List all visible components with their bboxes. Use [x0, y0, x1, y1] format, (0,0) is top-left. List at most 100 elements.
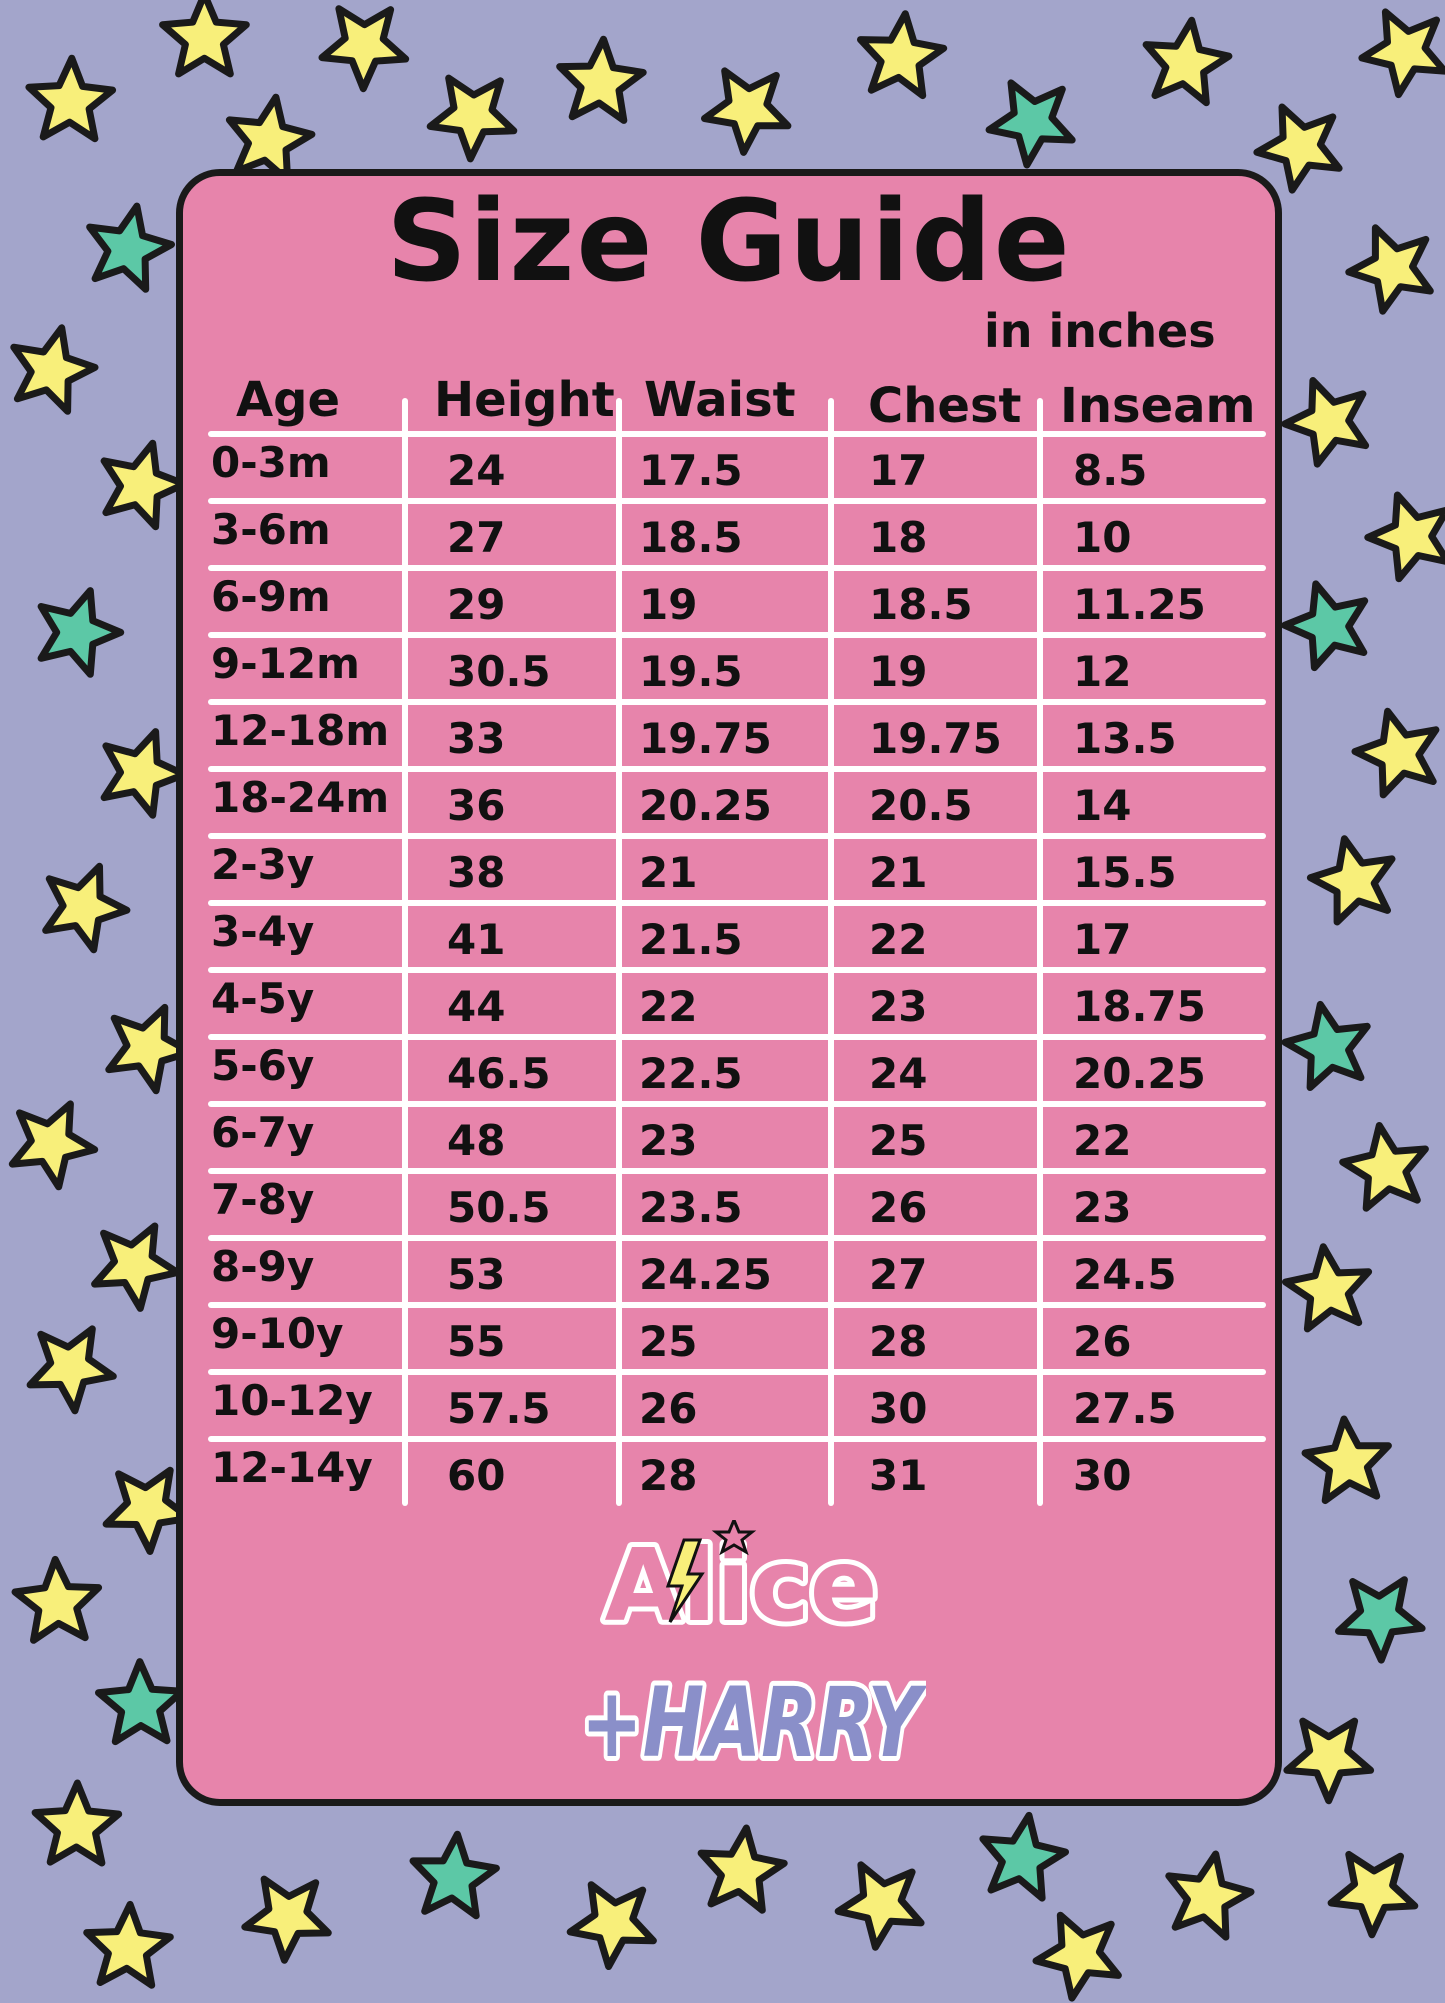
cell-height: 38: [447, 848, 506, 897]
yellow-star-icon: [318, 5, 410, 93]
cell-waist: 19.75: [639, 714, 772, 763]
units-subtitle: in inches: [984, 304, 1216, 358]
yellow-star-icon: [91, 1222, 181, 1312]
yellow-star-icon: [1306, 835, 1396, 926]
cell-waist: 21: [639, 848, 698, 897]
yellow-star-icon: [100, 728, 188, 819]
cell-height: 57.5: [447, 1384, 551, 1433]
row-divider: [208, 833, 1266, 839]
cell-age: 12-14y: [211, 1443, 373, 1492]
yellow-star-icon: [1327, 1850, 1419, 1939]
cell-waist: 18.5: [639, 513, 743, 562]
yellow-star-icon: [8, 1100, 99, 1191]
cell-inseam: 24.5: [1073, 1250, 1177, 1299]
header-inseam: Inseam: [1060, 378, 1256, 434]
header-height: Height: [434, 372, 615, 428]
yellow-star-icon: [11, 1555, 103, 1644]
cell-waist: 26: [639, 1384, 698, 1433]
cell-height: 33: [447, 714, 506, 763]
cell-chest: 19: [869, 647, 928, 696]
cell-inseam: 11.25: [1073, 580, 1206, 629]
cell-chest: 18.5: [869, 580, 973, 629]
yellow-star-icon: [225, 93, 316, 184]
header-age: Age: [236, 372, 341, 428]
cell-inseam: 10: [1073, 513, 1132, 562]
cell-chest: 28: [869, 1317, 928, 1366]
cell-waist: 20.25: [639, 781, 772, 830]
cell-height: 41: [447, 915, 506, 964]
cell-chest: 17: [869, 446, 928, 495]
cell-inseam: 22: [1073, 1116, 1132, 1165]
cell-age: 2-3y: [211, 840, 315, 889]
logo-line-2: +HARRY: [581, 1667, 926, 1770]
page-title: Size Guide: [386, 177, 1072, 307]
row-divider: [208, 632, 1266, 638]
cell-age: 9-12m: [211, 639, 360, 688]
cell-waist: 25: [639, 1317, 698, 1366]
row-divider: [208, 1235, 1266, 1241]
cell-chest: 30: [869, 1384, 928, 1433]
yellow-star-icon: [83, 1900, 174, 1989]
cell-waist: 28: [639, 1451, 698, 1500]
teal-star-icon: [95, 1658, 186, 1746]
cell-age: 3-4y: [211, 907, 315, 956]
teal-star-icon: [979, 1811, 1069, 1902]
row-divider: [208, 1302, 1266, 1308]
cell-waist: 17.5: [639, 446, 743, 495]
yellow-star-icon: [1142, 16, 1233, 107]
cell-waist: 19.5: [639, 647, 743, 696]
yellow-star-icon: [701, 67, 792, 156]
yellow-star-icon: [26, 1325, 117, 1415]
yellow-star-icon: [10, 324, 99, 415]
cell-height: 53: [447, 1250, 506, 1299]
cell-waist: 23.5: [639, 1183, 743, 1232]
cell-waist: 22.5: [639, 1049, 743, 1098]
cell-height: 46.5: [447, 1049, 551, 1098]
yellow-star-icon: [1358, 8, 1445, 99]
cell-inseam: 14: [1073, 781, 1132, 830]
cell-chest: 27: [869, 1250, 928, 1299]
row-divider: [208, 900, 1266, 906]
teal-star-icon: [985, 79, 1076, 169]
cell-height: 30.5: [447, 647, 551, 696]
cell-age: 8-9y: [211, 1242, 315, 1291]
header-chest: Chest: [868, 378, 1022, 434]
row-divider: [208, 498, 1266, 504]
teal-star-icon: [1281, 580, 1369, 672]
column-divider: [616, 398, 622, 1506]
row-divider: [208, 1168, 1266, 1174]
yellow-star-icon: [1165, 1850, 1255, 1941]
yellow-star-icon: [25, 54, 117, 143]
teal-star-icon: [37, 587, 125, 678]
row-divider: [208, 1034, 1266, 1040]
cell-inseam: 17: [1073, 915, 1132, 964]
cell-inseam: 18.75: [1073, 982, 1206, 1031]
cell-height: 44: [447, 982, 506, 1031]
yellow-star-icon: [100, 439, 188, 531]
cell-height: 36: [447, 781, 506, 830]
cell-height: 50.5: [447, 1183, 551, 1232]
cell-waist: 23: [639, 1116, 698, 1165]
teal-star-icon: [86, 202, 175, 293]
cell-age: 6-9m: [211, 572, 331, 621]
teal-star-icon: [409, 1830, 500, 1920]
cell-chest: 19.75: [869, 714, 1002, 763]
cell-height: 24: [447, 446, 506, 495]
yellow-star-icon: [1364, 491, 1445, 583]
star-icon: [711, 1520, 757, 1556]
yellow-star-icon: [1253, 103, 1343, 194]
cell-inseam: 13.5: [1073, 714, 1177, 763]
cell-chest: 18: [869, 513, 928, 562]
row-divider: [208, 967, 1266, 973]
yellow-star-icon: [1339, 1122, 1429, 1212]
cell-chest: 26: [869, 1183, 928, 1232]
yellow-star-icon: [1281, 377, 1370, 468]
cell-waist: 19: [639, 580, 698, 629]
yellow-star-icon: [42, 862, 131, 954]
cell-age: 10-12y: [211, 1376, 373, 1425]
row-divider: [208, 1101, 1266, 1107]
teal-star-icon: [1335, 1576, 1426, 1664]
cell-age: 7-8y: [211, 1175, 315, 1224]
lightning-bolt-icon: [665, 1538, 705, 1623]
cell-age: 3-6m: [211, 505, 331, 554]
